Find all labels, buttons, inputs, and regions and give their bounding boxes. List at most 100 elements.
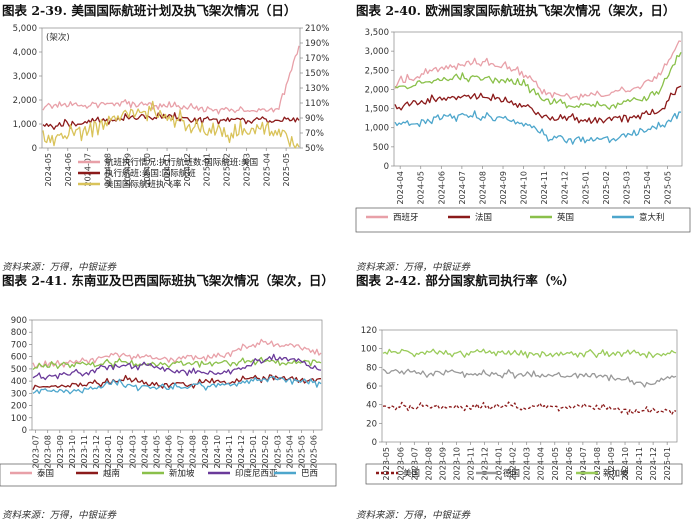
- chart3-source: 资料来源：万得，中银证券: [2, 510, 117, 521]
- c3-series-line-0: [32, 338, 322, 369]
- c4-legend-label-2: 新加坡: [603, 468, 629, 479]
- c1-ytick-label: 0: [32, 144, 37, 154]
- c1-xtick-label: 2024-05: [44, 153, 53, 186]
- chart2-title: 图表 2-40. 欧洲国家国际航班执飞架次情况（架次，日）: [356, 3, 676, 18]
- c4-legend-label-0: 美国: [403, 468, 420, 479]
- c3-series-line-3: [32, 353, 322, 381]
- c1-xtick-label: 2025-04: [262, 153, 271, 186]
- c1-legend-label-0: 航班执行情况:执行航班数:国际航班:美国: [105, 157, 258, 168]
- c3-xtick-label: 2024-12: [237, 435, 246, 468]
- c3-ytick-label: 200: [11, 402, 27, 412]
- c2-ytick-label: 3,000: [365, 47, 389, 57]
- c2-ytick-label: 0: [384, 162, 389, 172]
- c3-xtick-label: 2024-11: [225, 435, 234, 468]
- c1-y2tick-label: 110%: [305, 99, 329, 109]
- c3-ytick-label: 700: [11, 340, 27, 350]
- c3-ytick-label: 600: [11, 353, 27, 363]
- c1-xtick-label: 2024-11: [163, 153, 172, 186]
- c3-series-line-1: [32, 374, 321, 390]
- c3-plot-frame: [31, 319, 323, 431]
- c2-xtick-label: 2024-09: [499, 171, 508, 204]
- chart1-us-international-flights: 0 1,000 2,000 3,000 4,000 5,000 (架次) 50% 70% 90% 1…: [13, 24, 330, 190]
- c4-legend-box: [365, 463, 683, 485]
- c3-legend-label-0: 泰国: [37, 468, 54, 479]
- c1-ytick-label: 2,000: [13, 96, 37, 106]
- c1-yaxis-label: (架次): [46, 32, 70, 43]
- c1-y2tick-label: 150%: [305, 69, 329, 79]
- c1-xtick-label: 2025-05: [282, 153, 291, 186]
- c2-xtick-label: 2024-11: [540, 171, 549, 204]
- c1-ytick-label: 4,000: [13, 48, 37, 58]
- c3-xtick-label: 2025-03: [273, 435, 282, 468]
- c2-ytick-label: 2,000: [365, 85, 389, 95]
- c3-xtick-label: 2023-09: [56, 435, 65, 468]
- c1-legend-label-1: 执行航班:美国:国际航班: [105, 168, 196, 179]
- c2-series-line-0: [394, 40, 682, 101]
- c2-xtick-label: 2025-02: [602, 171, 611, 204]
- chart4-source: 资料来源：万得，中银证券: [356, 510, 471, 521]
- c2-ytick-label: 2,500: [365, 66, 389, 76]
- c3-series-line-4: [32, 375, 322, 395]
- c3-ytick-label: 0: [22, 426, 27, 436]
- c1-y2tick-label: 90%: [305, 114, 324, 124]
- c4-ytick-label: 100: [361, 345, 377, 355]
- c3-xtick-label: 2024-06: [165, 435, 174, 468]
- c2-xtick-label: 2024-06: [437, 171, 446, 204]
- c4-ytick-label: 20: [366, 419, 377, 429]
- c4-ytick-label: 0: [372, 438, 377, 448]
- c1-xtick-label: 2025-02: [223, 153, 232, 186]
- c3-xtick-label: 2023-07: [32, 435, 41, 468]
- c4-ytick-label: 80: [366, 363, 377, 373]
- chart3-title: 图表 2-41. 东南亚及巴西国际班执飞架次情况（架次，日）: [2, 273, 334, 288]
- c4-legend-label-1: 德国: [503, 468, 520, 479]
- c4-series-line-0: [382, 401, 677, 416]
- c3-ytick-label: 100: [11, 414, 27, 424]
- c3-series-line-2: [32, 356, 322, 370]
- c1-xtick-label: 2025-03: [242, 153, 251, 186]
- c3-legend-label-2: 新加坡: [169, 468, 195, 479]
- c4-ytick-label: 60: [366, 382, 377, 392]
- c1-xtick-label: 2024-07: [84, 153, 93, 186]
- c1-series-line-0: [42, 45, 300, 115]
- chart1-source: 资料来源：万得，中银证券: [2, 262, 117, 273]
- c1-y2tick-label: 170%: [305, 54, 329, 64]
- c3-xtick-label: 2025-02: [261, 435, 270, 468]
- c4-plot-frame: [381, 329, 678, 443]
- c2-xtick-label: 2024-08: [478, 171, 487, 204]
- c3-xtick-label: 2023-12: [92, 435, 101, 468]
- c1-y2tick-label: 70%: [305, 129, 324, 139]
- c3-xtick-label: 2025-01: [249, 435, 258, 468]
- c3-xtick-label: 2024-09: [201, 435, 210, 468]
- c1-plot-frame: [41, 27, 301, 149]
- c2-ytick-label: 3,500: [365, 28, 389, 38]
- c1-ytick-label: 3,000: [13, 72, 37, 82]
- c2-xtick-label: 2024-12: [561, 171, 570, 204]
- chart4-title: 图表 2-42. 部分国家航司执行率（%）: [356, 273, 575, 288]
- c3-xtick-label: 2024-08: [189, 435, 198, 468]
- c3-ytick-label: 300: [11, 389, 27, 399]
- c3-xtick-label: 2024-07: [177, 435, 186, 468]
- c3-xtick-label: 2025-06: [310, 435, 319, 468]
- c2-ytick-label: 1,500: [365, 105, 389, 115]
- c3-legend-label-4: 巴西: [301, 469, 318, 479]
- c3-xtick-label: 2024-04: [140, 435, 149, 468]
- c2-xtick-label: 2025-05: [664, 171, 673, 204]
- c2-legend-label-0: 西班牙: [393, 212, 419, 223]
- chart2-europe-international-flights: 0 500 1,000 1,500 2,000 2,500 3,000 3,500 2024-0…: [355, 28, 691, 233]
- c2-ytick-label: 1,000: [365, 124, 389, 134]
- c4-ytick-label: 40: [366, 401, 377, 411]
- c3-xtick-label: 2024-02: [116, 435, 125, 468]
- c3-xtick-label: 2023-10: [68, 435, 77, 468]
- c2-xtick-label: 2024-10: [520, 171, 529, 204]
- c3-legend-label-1: 越南: [103, 468, 120, 479]
- c2-series-line-2: [394, 52, 682, 110]
- c1-xtick-label: 2024-12: [183, 153, 192, 186]
- c3-xtick-label: 2025-05: [297, 435, 306, 468]
- c2-xtick-label: 2025-01: [581, 171, 590, 204]
- c2-xtick-label: 2024-05: [417, 171, 426, 204]
- c2-xtick-label: 2024-04: [396, 171, 405, 204]
- c1-xtick-label: 2024-06: [64, 153, 73, 186]
- c1-ytick-label: 1,000: [13, 120, 37, 130]
